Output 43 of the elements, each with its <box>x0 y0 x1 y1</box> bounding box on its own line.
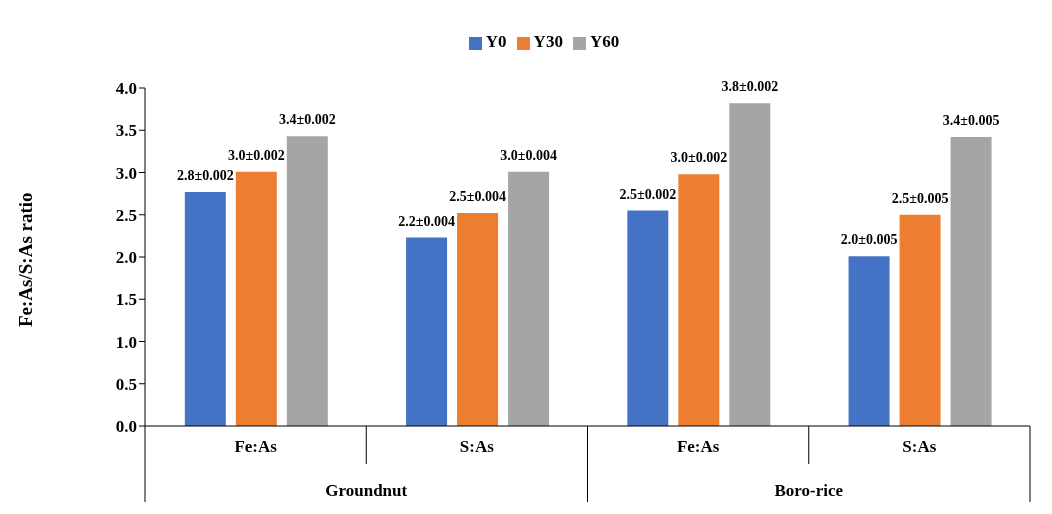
data-label: 3.0±0.002 <box>670 150 728 166</box>
data-label: 3.4±0.002 <box>278 112 336 128</box>
y-tick-label: 2.5 <box>115 205 137 225</box>
bar <box>235 171 277 426</box>
y-tick-label: 3.5 <box>115 121 137 141</box>
text: Groundnut <box>325 481 408 500</box>
y-tick-label: 3.0 <box>115 163 137 183</box>
y-axis-title: Fe:As/S:As ratio <box>14 192 36 327</box>
bar <box>184 191 226 426</box>
bar <box>508 171 550 426</box>
bar <box>286 136 328 426</box>
bar <box>899 214 941 426</box>
data-label: 2.8±0.002 <box>176 167 234 183</box>
data-label: 2.5±0.004 <box>449 189 506 205</box>
bar <box>627 210 669 426</box>
bar <box>950 137 992 426</box>
bar <box>457 213 499 426</box>
bar <box>848 256 890 426</box>
legend-label: Y60 <box>589 32 620 51</box>
data-label: 2.5±0.002 <box>619 186 677 202</box>
x-tick-label: S:As <box>459 437 495 456</box>
data-label: 3.0±0.004 <box>500 147 557 163</box>
data-label: 2.5±0.005 <box>891 190 949 206</box>
legend-label: Y30 <box>533 32 563 51</box>
data-label: 2.0±0.005 <box>840 232 898 248</box>
y-tick-label: 1.0 <box>115 332 137 352</box>
x-tick-label: Fe:As <box>676 437 720 456</box>
legend-label: Y0 <box>485 32 507 51</box>
y-tick-label: 1.5 <box>115 290 137 310</box>
y-tick-label: 0.0 <box>115 417 137 437</box>
data-label: 3.4±0.005 <box>942 113 1000 129</box>
y-tick-label: 2.0 <box>115 248 137 268</box>
data-label: 3.8±0.002 <box>721 79 779 95</box>
bar <box>729 103 771 426</box>
text: Boro-rice <box>774 481 844 500</box>
bar <box>678 174 720 426</box>
y-tick-label: 4.0 <box>115 79 137 99</box>
y-tick-label: 0.5 <box>115 374 137 394</box>
data-label: 3.0±0.002 <box>227 147 285 163</box>
bar <box>406 237 448 426</box>
x-tick-label: S:As <box>902 437 937 456</box>
data-label: 2.2±0.004 <box>398 213 455 229</box>
x-tick-label: Fe:As <box>234 437 278 456</box>
